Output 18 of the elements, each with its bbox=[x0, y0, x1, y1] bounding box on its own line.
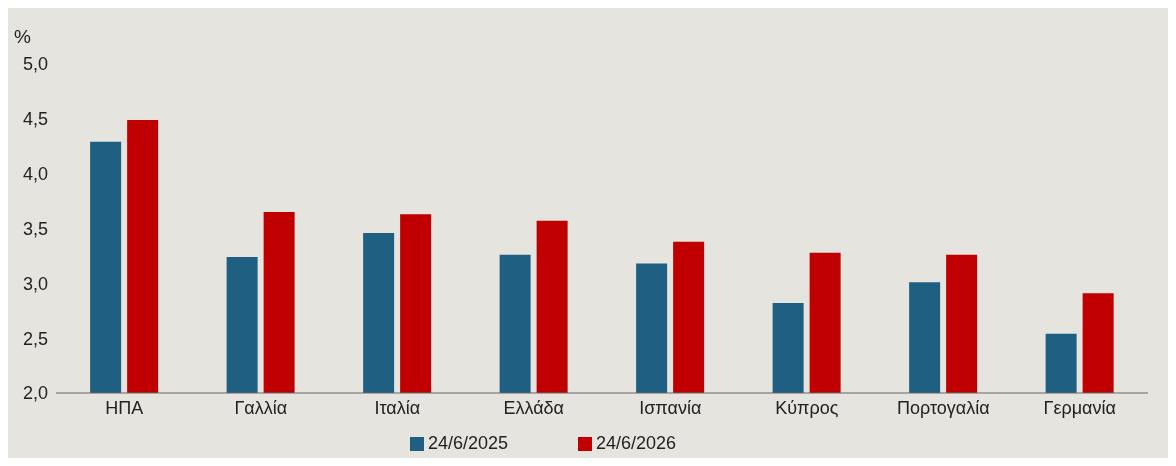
x-tick-label: Ισπανία bbox=[639, 397, 702, 418]
y-tick-label: 3,5 bbox=[22, 218, 48, 239]
x-tick-label: Κύπρος bbox=[775, 397, 839, 418]
x-tick-label: Γερμανία bbox=[1043, 397, 1116, 418]
y-tick-label: 4,5 bbox=[22, 109, 48, 130]
x-tick-label: Ιταλία bbox=[374, 397, 421, 418]
y-axis-title: % bbox=[14, 26, 31, 48]
x-tick-label: Πορτογαλία bbox=[896, 397, 990, 418]
x-tick-label: ΗΠΑ bbox=[105, 397, 144, 418]
legend-label: 24/6/2026 bbox=[596, 433, 677, 453]
legend-label: 24/6/2025 bbox=[427, 433, 508, 453]
y-tick-label: 3,0 bbox=[22, 273, 48, 294]
y-tick-label: 5,0 bbox=[22, 54, 48, 75]
y-tick-label: 2,0 bbox=[22, 383, 48, 404]
y-tick-label: 4,0 bbox=[22, 164, 48, 185]
x-tick-label: Ελλάδα bbox=[503, 397, 565, 418]
x-tick-label: Γαλλία bbox=[234, 397, 288, 418]
y-tick-label: 2,5 bbox=[22, 328, 48, 349]
